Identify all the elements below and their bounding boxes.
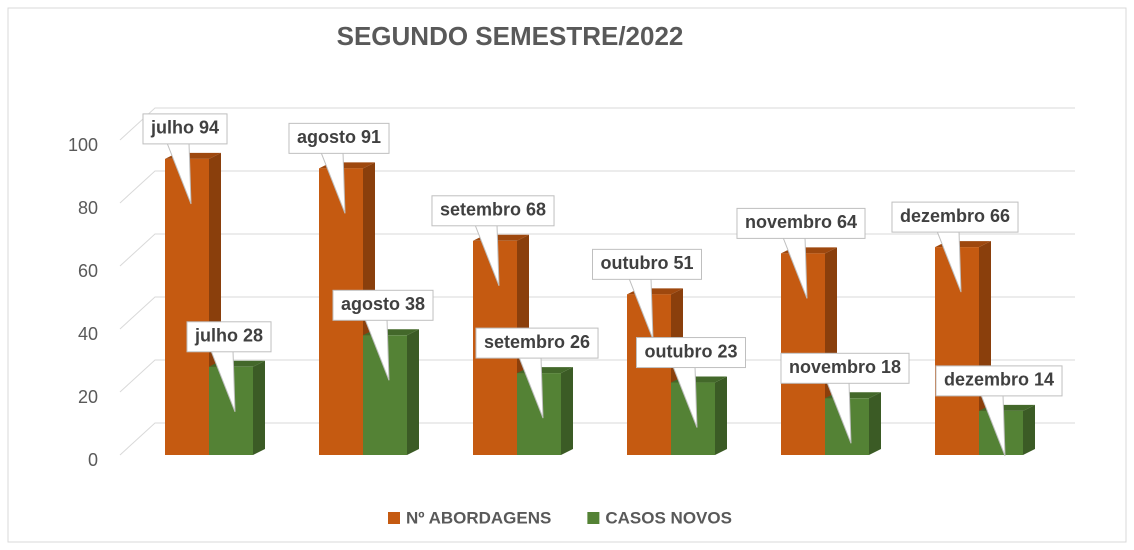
bar-side	[253, 360, 265, 455]
grid-line	[119, 359, 1075, 393]
data-callout: julho 28	[186, 321, 272, 412]
data-callout: dezembro 14	[935, 365, 1063, 457]
data-callout: julho 94	[142, 113, 228, 205]
data-callout: dezembro 66	[891, 201, 1019, 293]
callout-box	[935, 365, 1063, 397]
data-label: agosto 91	[297, 127, 381, 147]
callout-box	[592, 248, 702, 280]
data-label: setembro 68	[440, 200, 546, 220]
callout-box	[891, 201, 1019, 233]
legend-label: Nº ABORDAGENS	[406, 508, 551, 527]
data-callout: outubro 51	[592, 248, 702, 340]
bar-side	[561, 367, 573, 455]
callout-box	[332, 289, 434, 321]
data-label: outubro 51	[601, 253, 694, 273]
bar-side	[869, 392, 881, 455]
legend-swatch	[587, 512, 600, 524]
grid-line	[119, 170, 1075, 204]
grid-line	[119, 296, 1075, 330]
grid-line	[119, 422, 1075, 456]
data-label: novembro 18	[789, 357, 901, 377]
data-callout: outubro 23	[636, 337, 746, 428]
bar-side	[715, 376, 727, 455]
data-callout: setembro 26	[475, 327, 599, 419]
data-label: setembro 26	[484, 332, 590, 352]
y-tick-label: 80	[78, 198, 98, 218]
data-callout: agosto 38	[332, 289, 434, 381]
data-label: dezembro 14	[944, 370, 1054, 390]
y-tick-label: 20	[78, 387, 98, 407]
data-label: julho 94	[150, 118, 219, 138]
bar	[165, 158, 209, 455]
data-label: outubro 23	[645, 341, 738, 361]
grid-line	[119, 107, 1075, 141]
callout-box	[636, 337, 746, 369]
data-callout: setembro 68	[431, 195, 555, 286]
data-label: novembro 64	[745, 212, 857, 232]
y-tick-label: 60	[78, 261, 98, 281]
callout-box	[475, 327, 599, 359]
y-tick-label: 40	[78, 324, 98, 344]
bar-side	[407, 329, 419, 455]
data-label: dezembro 66	[900, 206, 1010, 226]
data-callout: novembro 18	[780, 352, 910, 444]
data-callout: agosto 91	[288, 122, 390, 214]
legend-label: CASOS NOVOS	[605, 508, 732, 527]
callout-box	[288, 122, 390, 154]
data-label: agosto 38	[341, 294, 425, 314]
callout-box	[431, 195, 555, 227]
data-callout: novembro 64	[736, 207, 866, 299]
legend-swatch	[388, 512, 400, 524]
chart-title: SEGUNDO SEMESTRE/2022	[337, 21, 684, 51]
bar-side	[1023, 404, 1035, 455]
y-tick-label: 100	[68, 135, 98, 155]
callout-box	[142, 113, 228, 145]
callout-box	[736, 207, 866, 239]
data-label: julho 28	[194, 326, 263, 346]
callout-box	[780, 352, 910, 384]
y-tick-label: 0	[88, 450, 98, 470]
callout-box	[186, 321, 272, 353]
